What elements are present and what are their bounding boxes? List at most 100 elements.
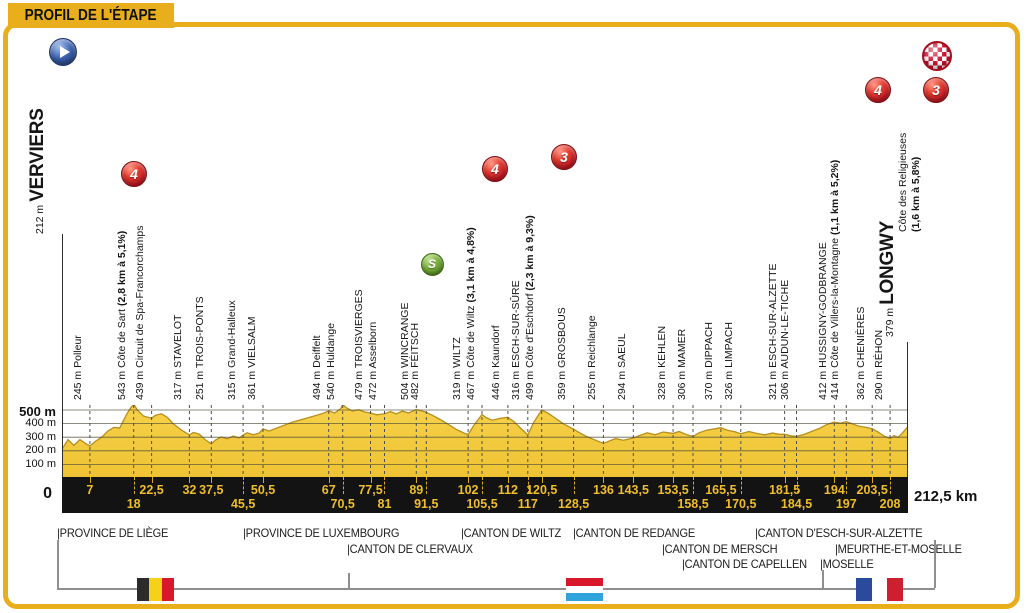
region-label: |CANTON DE CLERVAUX — [347, 542, 473, 556]
km-tick-label: 197 — [835, 497, 857, 511]
km-tick-label: 37,5 — [199, 483, 224, 497]
waypoint-label-mamer: 306 m MAMER — [675, 328, 688, 400]
finish-checkered-icon — [922, 41, 952, 71]
km-tick-mark — [846, 477, 848, 494]
finish-axis-line — [907, 342, 908, 477]
km-tick-label: 170,5 — [725, 497, 757, 511]
waypoint-label-vielsalm: 361 m VIELSALM — [245, 316, 258, 400]
km-tick-mark — [416, 477, 418, 483]
sprint-icon: S — [420, 252, 444, 276]
km-tick-mark — [384, 477, 386, 494]
country-bracket-line — [57, 588, 935, 590]
start-icon — [49, 38, 77, 66]
km-tick-mark — [243, 477, 245, 494]
category-4-climb-icon: 4 — [865, 77, 891, 103]
y-axis-label: 200 m — [25, 444, 56, 457]
distance-scale-bar: 7 18 22,5 32 37,5 45,5 50,5 67 70,5 77,5 81 89 91,5 1… — [62, 477, 908, 513]
elevation-outline — [62, 405, 908, 450]
km-tick-mark — [482, 477, 483, 494]
km-tick-mark — [151, 477, 153, 483]
region-label: |CANTON DE WILTZ — [461, 526, 562, 540]
km-tick-mark — [740, 477, 742, 494]
flag-band — [566, 585, 603, 594]
km-tick-mark — [328, 477, 330, 483]
region-label: |CANTON D'ESCH-SUR-ALZETTE — [755, 526, 923, 540]
km-tick-label: 91,5 — [414, 497, 439, 511]
km-tick-mark — [573, 477, 575, 494]
flag-belgium — [137, 578, 174, 601]
km-tick-label: 128,5 — [557, 497, 590, 511]
waypoint-label-feitsch: 482 m FÉITSCH — [408, 322, 421, 400]
region-label: |PROVINCE DE LIÈGE — [57, 526, 169, 540]
waypoint-label-troisvierges: 479 m TROISVIERGES — [353, 289, 366, 400]
waypoint-label-saeul: 294 m SAEUL — [615, 333, 628, 400]
km-tick-label: 184,5 — [780, 497, 813, 511]
waypoint-label-deiffelt: 494 m Deiffelt — [311, 335, 324, 400]
km-tick-label: 112 — [497, 483, 518, 497]
km-tick-mark — [370, 477, 372, 483]
waypoint-label-hussigny-godbrange: 412 m HUSSIGNY-GODBRANGE — [816, 242, 829, 400]
gold-border-frame — [3, 22, 1020, 609]
region-label: |PROVINCE DE LUXEMBOURG — [243, 526, 400, 540]
km-tick-label: 22,5 — [139, 483, 164, 497]
km-tick-mark — [133, 477, 135, 494]
km-tick-label: 67 — [321, 483, 336, 497]
km-tick-label: 102 — [457, 483, 479, 497]
km-tick-mark — [189, 477, 191, 483]
category-3-climb-icon: 3 — [551, 144, 577, 170]
km-tick-label: 117 — [517, 497, 538, 511]
km-tick-label: 143,5 — [617, 483, 649, 497]
waypoint-label-polleur: 245 m Polleur — [72, 335, 85, 400]
waypoint-label-huldange: 540 m Huldange — [325, 322, 338, 400]
km-tick-label: 45,5 — [230, 497, 256, 511]
km-tick-mark — [211, 477, 213, 483]
km-tick-mark — [720, 477, 722, 483]
km-tick-label: 32 — [182, 483, 197, 497]
waypoint-label-kaundorf: 446 m Kaundorf — [490, 325, 503, 400]
km-tick-label: 105,5 — [466, 497, 498, 511]
region-label: |CANTON DE REDANGE — [573, 526, 696, 540]
bracket-tick-left — [57, 540, 59, 588]
km-tick-label: 18 — [126, 497, 141, 511]
km-tick-label: 181,5 — [768, 483, 801, 497]
waypoint-label-esch-sur-alzette: 321 m ESCH-SUR-ALZETTE — [767, 263, 780, 400]
waypoint-label-rehon: 290 m RÉHON — [872, 329, 885, 400]
km-tick-mark — [603, 477, 605, 483]
category-3-climb-icon: 3 — [923, 77, 949, 103]
km-tick-mark — [426, 477, 428, 494]
km-tick-label: 120,5 — [526, 483, 558, 497]
flag-band — [566, 578, 603, 586]
km-tick-mark — [633, 477, 635, 483]
flag-band — [871, 578, 888, 601]
km-tick-label: 81 — [377, 497, 392, 511]
region-label: |MEURTHE-ET-MOSELLE — [835, 542, 962, 556]
waypoint-label-dippach: 370 m DIPPACH — [703, 321, 716, 400]
region-label: |CANTON DE MERSCH — [662, 542, 778, 556]
waypoint-label-spa: 439 m Circuit de Spa-Francorchamps — [134, 225, 147, 401]
waypoint-label-verviers: 212 m VERVIERS — [27, 108, 48, 234]
km-tick-mark — [541, 477, 543, 483]
waypoint-label-limpach: 326 m LIMPACH — [723, 321, 736, 400]
km-tick-mark — [468, 477, 470, 483]
waypoint-label-cote-de-wiltz: 467 m Côte de Wiltz (3,1 km à 4,8%) — [464, 227, 477, 400]
km-tick-mark — [693, 477, 695, 494]
start-axis-line — [62, 234, 63, 477]
km-tick-mark — [872, 477, 874, 483]
waypoint-label-reichlange: 255 m Reichlange — [585, 315, 598, 400]
flag-band — [149, 578, 162, 601]
page-title: PROFIL DE L'ÉTAPE — [25, 6, 157, 24]
km-tick-mark — [784, 477, 786, 483]
waypoint-label-stavelot: 317 m STAVELOT — [171, 314, 184, 400]
flag-band — [161, 578, 174, 601]
km-tick-label: 77,5 — [358, 483, 383, 497]
km-tick-mark — [673, 477, 675, 483]
km-tick-mark — [507, 477, 509, 483]
flag-band — [856, 578, 872, 601]
category-4-climb-icon: 4 — [482, 156, 508, 182]
km-tick-label: 89 — [409, 483, 424, 497]
bracket-tick-right — [934, 540, 936, 588]
waypoint-label-eschdorf: 499 m Côte d'Eschdorf (2,3 km à 9,3%) — [524, 215, 537, 400]
km-tick-label: 165,5 — [705, 483, 737, 497]
flag-band — [137, 578, 150, 601]
y-axis-label: 400 m — [25, 417, 56, 430]
